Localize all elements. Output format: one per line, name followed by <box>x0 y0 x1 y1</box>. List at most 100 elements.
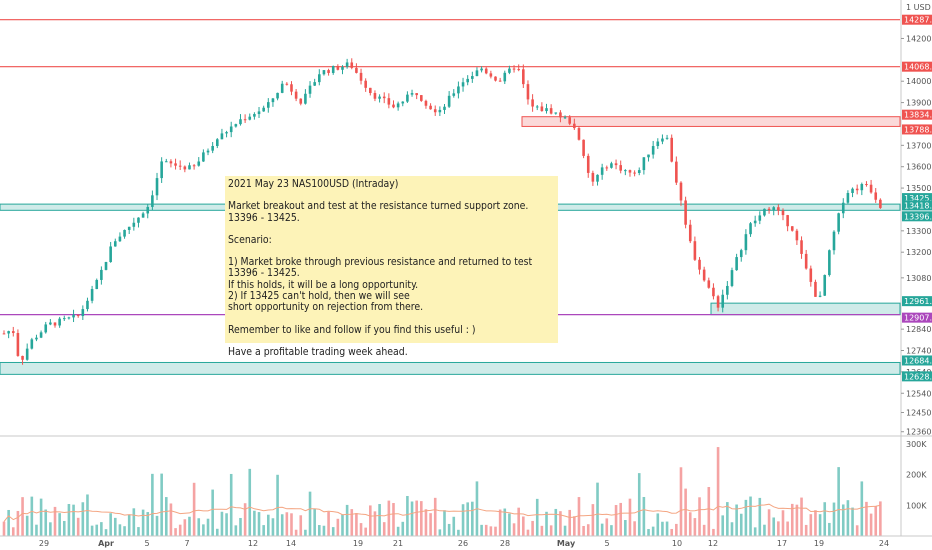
volume-tick-label: 200K <box>906 471 927 480</box>
volume-bar <box>220 511 224 536</box>
candle-body <box>438 109 442 113</box>
candle-body <box>169 161 173 164</box>
price-tick-label: 12450.0 <box>906 408 932 417</box>
candle-body <box>104 262 108 270</box>
candle-body <box>341 66 344 70</box>
candle-body <box>800 240 803 254</box>
candle-body <box>628 170 632 173</box>
price-tick-label: 13200.0 <box>906 248 932 257</box>
volume-bar <box>684 488 687 536</box>
price-tag-label: 13396.0 <box>904 212 932 221</box>
volume-bar <box>25 515 29 536</box>
volume-bar <box>503 508 507 536</box>
candle-body <box>415 93 418 96</box>
candle-body <box>605 167 609 169</box>
volume-bar <box>647 529 650 536</box>
volume-bar <box>804 524 808 536</box>
note-line: 2021 May 23 NAS100USD (Intraday) <box>228 178 399 190</box>
candle-body <box>758 215 762 221</box>
volume-bar <box>151 473 154 536</box>
candle-body <box>586 155 590 173</box>
price-tag-label: 13788.4 <box>904 125 932 134</box>
time-tick-label: 10 <box>672 539 682 548</box>
note-line: Have a profitable trading week ahead. <box>228 345 408 358</box>
volume-bar <box>494 526 497 536</box>
volume-bar <box>656 513 660 536</box>
volume-bar <box>49 522 52 536</box>
volume-bar <box>341 514 344 536</box>
volume-bar <box>457 529 460 536</box>
volume-bar <box>744 499 748 536</box>
price-tick-label: 13500.0 <box>906 184 932 193</box>
candle-body <box>535 106 539 108</box>
volume-bar <box>127 514 131 536</box>
candle-body <box>753 220 757 224</box>
level-zone <box>0 361 901 375</box>
candle-body <box>285 83 289 85</box>
volume-bar <box>178 524 182 536</box>
candle-body <box>345 62 349 67</box>
volume-bar <box>610 525 613 536</box>
price-tag-label: 13834.0 <box>904 111 932 120</box>
candle-body <box>879 199 882 208</box>
price-tag-label: 13418.8 <box>904 201 932 210</box>
time-tick-label: 28 <box>500 539 510 548</box>
candle-body <box>749 223 752 235</box>
volume-bar <box>865 501 868 536</box>
volume-bar <box>675 523 678 536</box>
candle-body <box>188 165 191 170</box>
volume-bar <box>304 529 307 536</box>
candle-body <box>86 300 89 310</box>
volume-bar <box>280 514 284 536</box>
volume-bar <box>76 517 80 536</box>
candle-body <box>693 241 697 260</box>
volume-bar <box>846 500 850 536</box>
time-axis[interactable]: 29 Apr 5 7 12 14 19 21 26 28 May 5 10 12 17 19 24 <box>39 539 889 548</box>
candle-body <box>716 296 720 308</box>
volume-bar <box>433 497 437 536</box>
candle-body <box>596 174 599 182</box>
price-tag-label: 14068.0 <box>904 63 932 72</box>
candle-body <box>735 257 738 271</box>
candle-body <box>123 229 126 237</box>
volume-bar <box>841 504 845 536</box>
volume-bar <box>35 524 38 536</box>
candle-body <box>684 200 687 225</box>
volume-bar <box>855 525 859 536</box>
candle-body <box>577 128 581 140</box>
candle-body <box>229 126 233 133</box>
volume-bar <box>600 523 604 536</box>
candle-body <box>424 100 428 106</box>
candle-body <box>410 93 414 95</box>
price-tag <box>902 124 932 135</box>
volume-bar <box>331 527 335 536</box>
candle-body <box>137 217 140 223</box>
time-tick-label: 24 <box>879 539 889 548</box>
volume-bar <box>350 509 354 536</box>
candle-body <box>72 314 75 318</box>
volume-bar <box>420 501 423 536</box>
time-tick-label: 17 <box>777 539 787 548</box>
volume-tick-label: 100K <box>906 501 927 510</box>
candle-body <box>359 72 363 81</box>
volume-bar <box>86 494 89 536</box>
candle-body <box>322 70 326 75</box>
volume-bar <box>498 509 502 536</box>
volume-bar <box>730 522 734 536</box>
volume-bar <box>285 512 289 536</box>
volume-bar <box>183 519 187 536</box>
volume-bar <box>624 520 627 536</box>
volume-bar <box>424 509 428 536</box>
volume-bar <box>642 496 646 536</box>
candle-body <box>253 114 256 117</box>
volume-bar <box>777 521 780 536</box>
candle-body <box>257 111 261 115</box>
candle-body <box>712 287 715 297</box>
price-tag <box>902 371 932 382</box>
candle-body <box>35 337 38 340</box>
candle-body <box>828 250 831 276</box>
volume-bar <box>726 502 729 536</box>
candle-body <box>846 192 850 203</box>
candle-body <box>76 314 80 317</box>
candle-body <box>688 224 692 242</box>
